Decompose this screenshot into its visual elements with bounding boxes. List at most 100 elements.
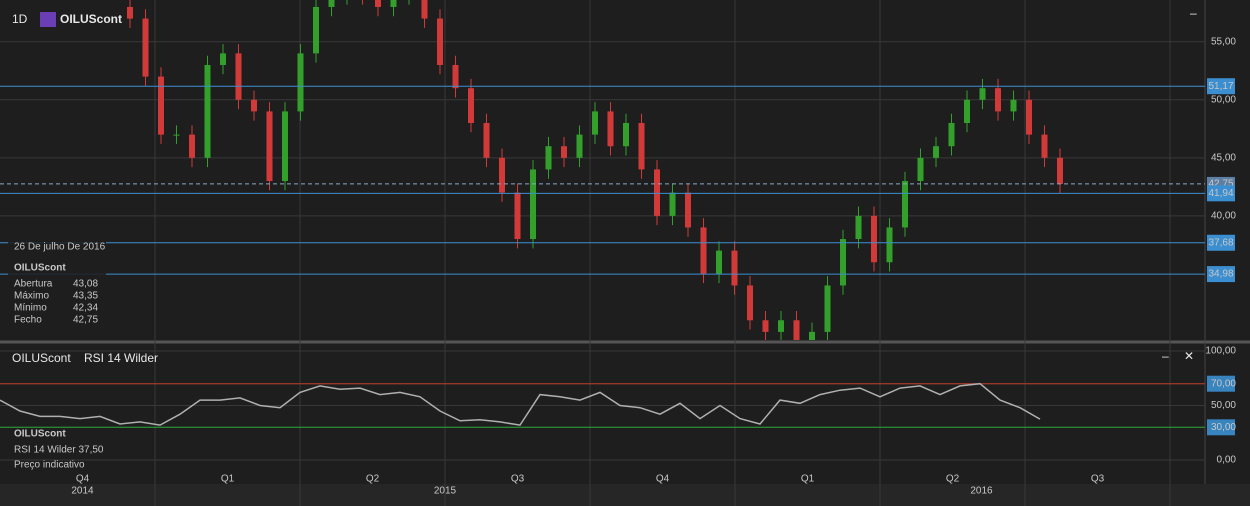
price-plot — [0, 0, 1205, 340]
candle-body — [437, 18, 443, 65]
candle-body — [793, 320, 800, 340]
level-box — [1207, 266, 1235, 283]
candle-body — [638, 123, 645, 170]
level-label: 37,68 — [1208, 237, 1233, 248]
y-tick-label: 0,00 — [1217, 455, 1237, 466]
info-symbol: OILUScont — [14, 263, 66, 274]
candle-body — [607, 111, 614, 147]
level-box — [1207, 78, 1235, 95]
candle-body — [468, 88, 474, 124]
level-box — [1207, 185, 1235, 202]
candle-body — [964, 99, 970, 124]
quarter-label: Q3 — [511, 474, 525, 485]
y-tick-label: 50,00 — [1211, 400, 1236, 411]
candle-body — [390, 0, 397, 7]
candle-body — [669, 192, 676, 216]
rsi-legend-note: Preço indicativo — [14, 460, 85, 471]
info-label: Máximo — [14, 291, 49, 302]
y-tick-label: 30,00 — [1211, 422, 1236, 433]
quarter-label: Q4 — [656, 474, 670, 485]
y-tick-label: 45,00 — [1211, 152, 1236, 163]
rsi-legend-value: RSI 14 Wilder 37,50 — [14, 445, 104, 456]
candle-body — [778, 320, 784, 332]
quarter-label: Q1 — [221, 474, 235, 485]
candle-body — [251, 99, 257, 112]
quarter-label: Q3 — [1091, 474, 1105, 485]
y-tick-label: 50,00 — [1211, 94, 1236, 105]
candle-body — [855, 215, 862, 240]
quarter-label: Q2 — [366, 474, 380, 485]
band-box — [1207, 419, 1235, 436]
symbol[interactable]: OILUScont — [60, 12, 122, 26]
candle-body — [204, 64, 211, 158]
rsi-plot — [0, 382, 1205, 428]
rsi-close[interactable]: ✕ — [1184, 349, 1194, 363]
candle-body — [917, 157, 924, 182]
minimize-button[interactable]: – — [1190, 6, 1197, 20]
candle-body — [731, 250, 738, 286]
candle-body — [189, 134, 195, 158]
candle-body — [948, 123, 955, 147]
candle-body — [328, 0, 335, 7]
candle-body — [282, 111, 288, 182]
rsi-legend-symbol: OILUScont — [14, 429, 66, 440]
info-label: Fecho — [14, 315, 42, 326]
info-value: 42,34 — [73, 303, 98, 314]
last-price-label: 42,75 — [1208, 179, 1233, 190]
candle-body — [933, 146, 939, 158]
candle-body — [1026, 99, 1032, 135]
candle-body — [685, 192, 691, 228]
info-panel — [8, 238, 106, 328]
level-label: 34,98 — [1208, 269, 1233, 280]
candle-body — [871, 215, 877, 263]
candle-body — [266, 111, 273, 182]
candle-body — [716, 250, 722, 274]
level-label: 51,17 — [1208, 81, 1233, 92]
quarter-label: Q4 — [76, 474, 90, 485]
candle-body — [220, 53, 226, 65]
time-axis-strip — [0, 484, 1250, 506]
info-label: Mínimo — [14, 303, 47, 314]
quarter-label: Q1 — [801, 474, 815, 485]
candle-body — [499, 157, 505, 193]
candle-body — [979, 88, 986, 100]
candle-body — [452, 64, 459, 89]
candle-body — [1010, 99, 1017, 112]
candle-body — [1041, 134, 1048, 158]
candle-body — [576, 134, 583, 158]
candle-body — [483, 123, 490, 158]
year-label: 2015 — [434, 486, 457, 497]
info-rows: Abertura 43,08 Máximo 43,35 Mínimo 42,34 Fecho… — [14, 279, 98, 326]
y-tick-label: 40,00 — [1211, 210, 1236, 221]
candle-body — [747, 285, 753, 321]
candle-body — [654, 169, 660, 216]
candle-body — [886, 227, 893, 263]
year-label: 2014 — [71, 486, 94, 497]
candle-body — [623, 123, 629, 147]
candle-body — [514, 192, 521, 240]
band-box — [1207, 375, 1235, 392]
rsi-symbol: OILUScont — [12, 351, 71, 365]
candle-body — [995, 88, 1001, 112]
info-date: 26 De julho De 2016 — [14, 242, 106, 253]
candle-body — [158, 76, 164, 135]
y-tick-label: 55,00 — [1211, 36, 1236, 47]
rsi-minimize[interactable]: – — [1162, 349, 1169, 363]
y-tick-label: 70,00 — [1211, 378, 1236, 389]
info-label: Abertura — [14, 279, 53, 290]
candle-body — [545, 146, 552, 170]
candle-body — [1057, 157, 1063, 184]
candle-body — [824, 285, 831, 332]
level-box — [1207, 234, 1235, 251]
candle-body — [421, 0, 428, 19]
candle-body — [142, 18, 149, 77]
rsi-line — [0, 382, 1041, 426]
axis-labels: Q4 Q1 Q2 Q3 Q4 Q1 Q2 Q3 2014 2015 2016 42,75 51,17 41… — [71, 36, 1236, 496]
level-label: 41,94 — [1208, 188, 1233, 199]
y-tick-label: 100,00 — [1205, 346, 1236, 357]
candle-body — [809, 331, 815, 340]
candle-body — [375, 0, 381, 7]
rsi-indicator: RSI 14 Wilder — [84, 351, 158, 365]
